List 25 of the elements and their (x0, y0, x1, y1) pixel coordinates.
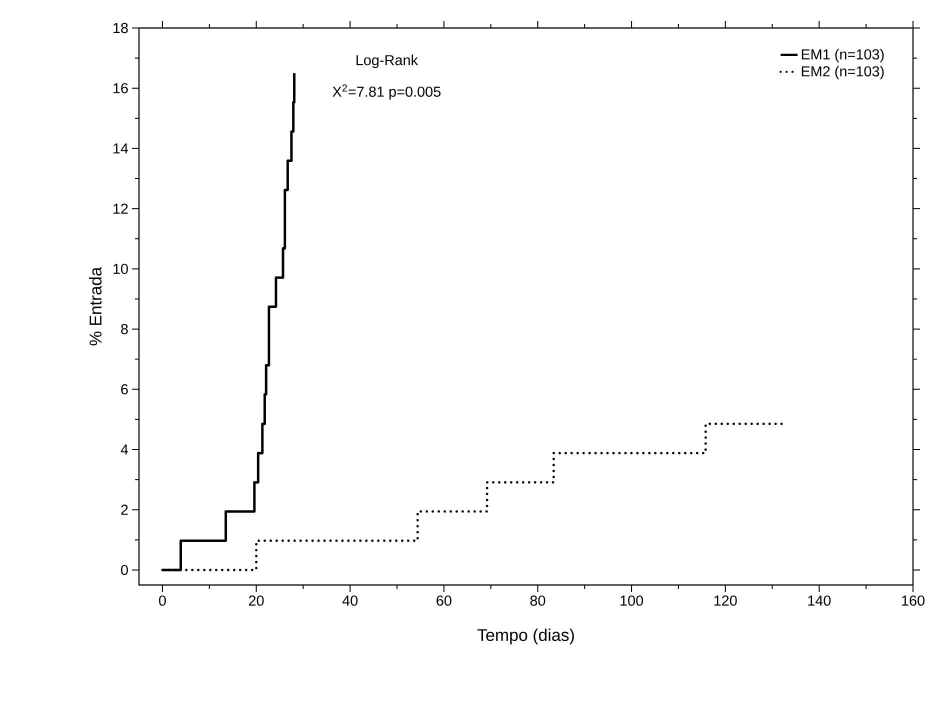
y-tick-label: 14 (114, 143, 128, 154)
y-tick-label: 2 (121, 504, 128, 515)
y-tick-label: 12 (114, 204, 128, 214)
x-tick-label: 0 (159, 596, 166, 606)
legend-label: EM2 (n=103) (802, 66, 884, 80)
y-tick-label: 4 (120, 444, 128, 454)
x-tick-label: 80 (530, 596, 546, 606)
x-tick-label: 120 (714, 596, 737, 606)
y-tick-label: 18 (114, 22, 128, 34)
annotation: X$^{2}$=7.81 p=0.005 (332, 84, 441, 100)
x-tick-label: 140 (808, 596, 831, 606)
x-tick-label: 160 (902, 596, 924, 606)
y-tick-label: 10 (114, 264, 128, 274)
annotation: Log-Rank (356, 54, 418, 68)
y-tick-label: 0 (121, 564, 128, 576)
x-tick-label: 60 (436, 596, 452, 606)
x-tick-label: 40 (342, 596, 358, 606)
x-axis-title: Tempo (dias) (477, 628, 574, 644)
y-tick-label: 6 (121, 384, 128, 394)
y-tick-label: 16 (114, 83, 128, 94)
y-tick-label: 8 (121, 324, 128, 334)
y-axis-title: % Entrada (89, 266, 102, 346)
x-tick-label: 20 (248, 596, 264, 606)
x-tick-label: 100 (620, 596, 644, 606)
legend-label: EM1 (n=103) (802, 48, 884, 62)
